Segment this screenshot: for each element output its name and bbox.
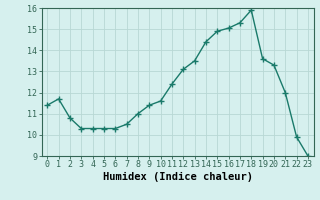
X-axis label: Humidex (Indice chaleur): Humidex (Indice chaleur) bbox=[103, 172, 252, 182]
